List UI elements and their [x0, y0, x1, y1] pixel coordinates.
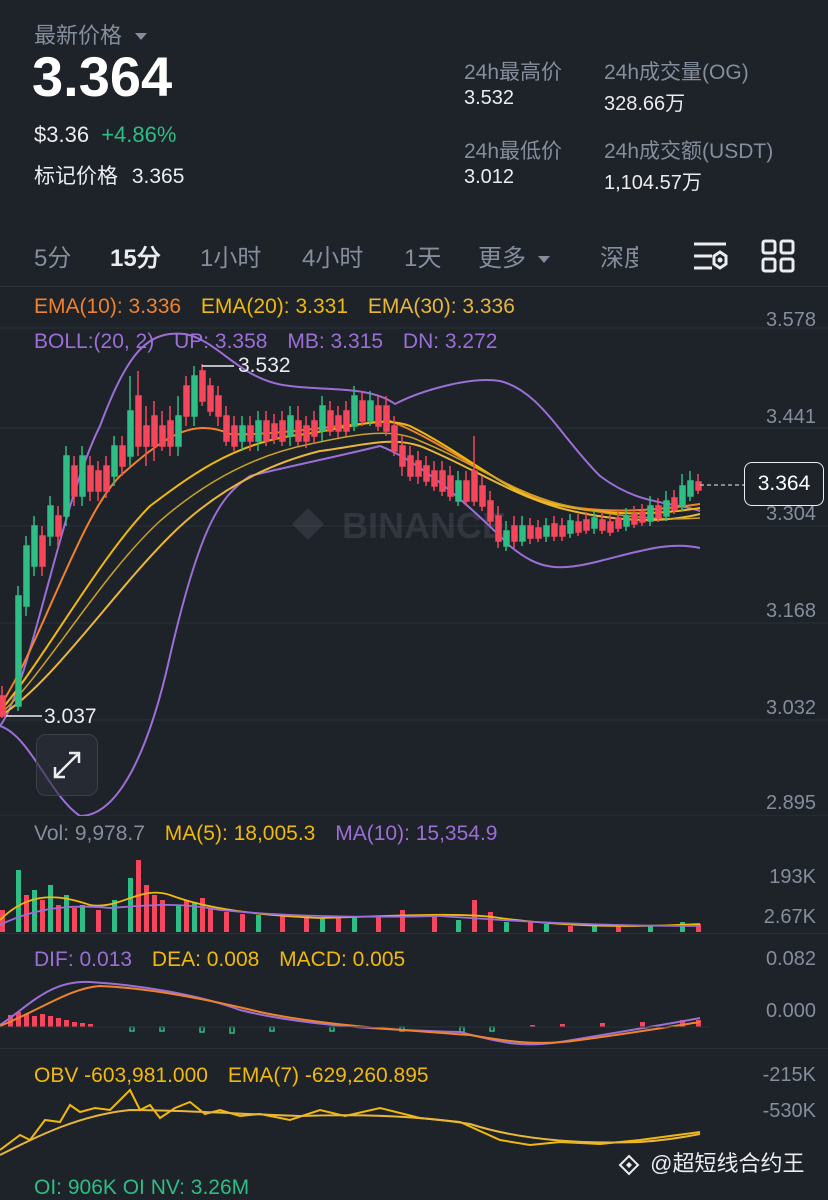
y-tick-5: 3.032	[765, 697, 816, 719]
tab-depth[interactable]: 深度	[600, 245, 638, 272]
footer-watermark-text: @超短线合约王	[650, 1151, 805, 1176]
tab-4hour[interactable]: 4小时	[302, 245, 364, 272]
volume-value: Vol: 9,978.7	[34, 822, 145, 845]
binance-watermark	[292, 508, 324, 540]
boll-dn: DN: 3.272	[402, 330, 498, 353]
macd-divider	[0, 1048, 828, 1049]
mark-price-value: 3.365	[131, 165, 185, 188]
watermark-text: BINANCE	[342, 505, 506, 546]
volume-usdt-label: 24h成交额(USDT)	[604, 140, 774, 163]
volume-ma5: MA(5): 18,005.3	[164, 822, 316, 845]
y-tick-2: 3.441	[765, 406, 816, 428]
macd-tick-2: 0.000	[765, 1000, 816, 1022]
current-price: 3.364	[32, 45, 173, 108]
chevron-down-icon	[135, 33, 148, 41]
footer-watermark: @超短线合约王	[618, 1146, 804, 1178]
binance-logo-icon	[618, 1154, 640, 1176]
high-marker: 3.532	[238, 354, 291, 377]
indicator-settings-icon[interactable]	[690, 236, 730, 276]
obv-legend: OBV -603,981.000 EMA(7) -629,260.895	[34, 1064, 429, 1088]
tab-more[interactable]: 更多	[478, 238, 551, 273]
grid-layout-icon[interactable]	[758, 236, 798, 276]
chevron-down-icon	[537, 255, 550, 263]
low-label: 24h最低价	[464, 140, 563, 163]
tab-5min[interactable]: 5分	[34, 245, 72, 272]
y-tick-6: 2.895	[765, 792, 816, 814]
mark-price-row: 标记价格 3.365	[34, 160, 184, 190]
latest-price-label[interactable]: 最新价格	[34, 18, 148, 50]
volume-usdt-value: 1,104.57万	[604, 172, 702, 194]
y-tick-1: 3.578	[765, 309, 816, 331]
price-chart[interactable]: BINANCE	[0, 286, 828, 816]
latest-price-label-text: 最新价格	[34, 23, 123, 48]
expand-chart-button[interactable]	[36, 734, 98, 796]
boll-params: BOLL:(20, 2)	[34, 330, 155, 353]
obv-value: OBV -603,981.000	[34, 1064, 208, 1087]
tab-15min[interactable]: 15分	[110, 245, 161, 272]
expand-icon	[53, 751, 81, 779]
obv-tick-2: -530K	[762, 1100, 816, 1122]
low-marker: 3.037	[44, 705, 97, 728]
volume-tick-1: 193K	[769, 866, 816, 888]
tab-1hour[interactable]: 1小时	[200, 245, 262, 272]
volume-og-label: 24h成交量(OG)	[604, 61, 749, 84]
y-tick-4: 3.168	[765, 600, 816, 622]
usd-price-row: $3.36 +4.86%	[34, 122, 176, 148]
obv-chart	[0, 1088, 701, 1156]
ema-legend: EMA(10): 3.336 EMA(20): 3.331 EMA(30): 3…	[34, 295, 515, 319]
mark-price-label: 标记价格	[34, 165, 118, 188]
oi-partial: OI: 906K OI NV: 3.26M	[34, 1176, 250, 1199]
high-value: 3.532	[464, 87, 515, 109]
boll-legend: BOLL:(20, 2) UP: 3.358 MB: 3.315 DN: 3.2…	[34, 330, 497, 354]
macd-chart	[0, 980, 710, 1046]
ema10-value: EMA(10): 3.336	[34, 295, 182, 318]
boll-mb: MB: 3.315	[287, 330, 384, 353]
obv-tick-1: -215K	[762, 1064, 816, 1086]
volume-divider	[0, 933, 828, 934]
low-value: 3.012	[464, 166, 515, 188]
volume-legend: Vol: 9,978.7 MA(5): 18,005.3 MA(10): 15,…	[34, 822, 497, 846]
high-label: 24h最高价	[464, 61, 563, 84]
volume-ma10: MA(10): 15,354.9	[335, 822, 498, 845]
tab-1day[interactable]: 1天	[404, 245, 442, 272]
macd-value: MACD: 0.005	[279, 948, 406, 971]
macd-tick-1: 0.082	[765, 948, 816, 970]
price-change: +4.86%	[101, 122, 177, 147]
volume-chart	[0, 860, 701, 932]
boll-up: UP: 3.358	[174, 330, 268, 353]
macd-legend: DIF: 0.013 DEA: 0.008 MACD: 0.005	[34, 948, 405, 972]
macd-dea: DEA: 0.008	[151, 948, 260, 971]
obv-ema7: EMA(7) -629,260.895	[227, 1064, 429, 1087]
y-tick-3: 3.304	[765, 503, 816, 525]
tab-more-label: 更多	[478, 245, 526, 272]
ema30-value: EMA(30): 3.336	[367, 295, 515, 318]
ema20-value: EMA(20): 3.331	[200, 295, 348, 318]
volume-tick-2: 2.67K	[763, 906, 816, 928]
volume-og-value: 328.66万	[604, 93, 686, 115]
current-price-tag: 3.364	[744, 462, 824, 506]
macd-dif: DIF: 0.013	[34, 948, 133, 971]
tabs-divider	[0, 286, 828, 287]
usd-price: $3.36	[34, 122, 90, 147]
